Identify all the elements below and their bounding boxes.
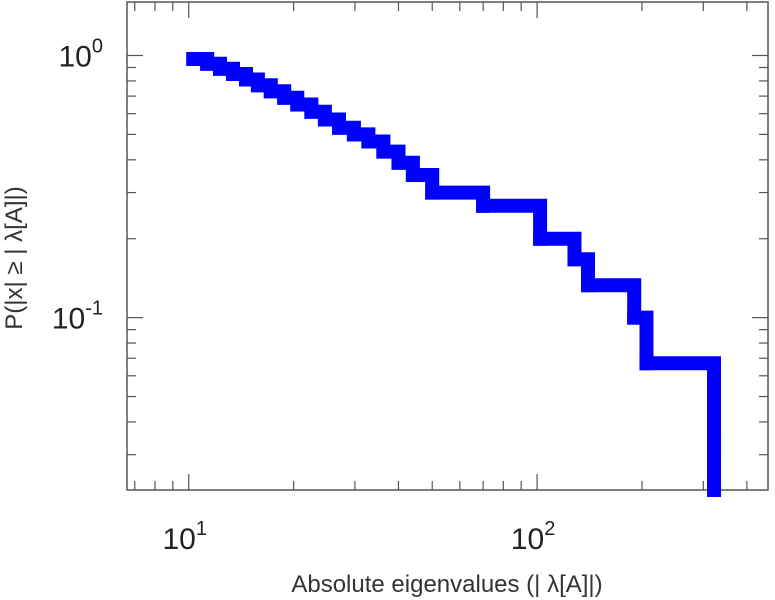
- x-tick-label: 102: [511, 518, 556, 556]
- y-axis-ticks: [127, 54, 768, 456]
- y-tick-label: 100: [59, 36, 104, 74]
- data-point: [376, 144, 391, 159]
- series-points: [186, 51, 722, 497]
- data-point: [627, 310, 642, 325]
- data-point: [226, 67, 241, 82]
- plot-area-frame: [126, 1, 769, 491]
- x-axis-tick-labels: 101 102: [162, 518, 555, 556]
- x-axis-ticks: [134, 2, 748, 490]
- data-point: [263, 84, 278, 99]
- y-axis-label: P(|x| ≥ | λ[A]|): [1, 186, 28, 329]
- data-point: [238, 72, 253, 87]
- data-point: [290, 97, 305, 112]
- data-point: [361, 134, 376, 149]
- data-point: [707, 483, 722, 497]
- data-point: [639, 356, 654, 371]
- data-point: [332, 120, 347, 135]
- y-tick-label: 10-1: [52, 298, 103, 336]
- x-tick-label: 101: [162, 518, 207, 556]
- data-point: [317, 112, 332, 127]
- data-point: [581, 278, 596, 293]
- data-point: [250, 78, 265, 93]
- data-point: [391, 155, 406, 170]
- series-line: [193, 52, 721, 490]
- y-axis-tick-labels: 100 10-1: [52, 36, 103, 336]
- data-point: [476, 198, 491, 213]
- data-point: [200, 56, 215, 71]
- data-point: [567, 252, 582, 267]
- data-point: [213, 61, 228, 76]
- data-point: [277, 90, 292, 105]
- data-point: [186, 51, 201, 66]
- data-point: [346, 127, 361, 142]
- data-point: [425, 185, 440, 200]
- data-point: [707, 436, 722, 451]
- data-point: [405, 168, 420, 183]
- data-point: [304, 104, 319, 119]
- x-axis-label: Absolute eigenvalues (| λ[A]|): [291, 571, 602, 598]
- data-point: [533, 231, 548, 246]
